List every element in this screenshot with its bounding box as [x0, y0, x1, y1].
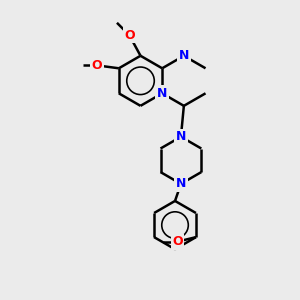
Text: O: O	[172, 235, 183, 248]
Text: N: N	[176, 130, 186, 143]
Text: N: N	[157, 87, 167, 100]
Text: N: N	[179, 49, 189, 62]
Text: O: O	[92, 59, 102, 72]
Text: O: O	[124, 29, 135, 42]
Text: N: N	[176, 177, 186, 190]
